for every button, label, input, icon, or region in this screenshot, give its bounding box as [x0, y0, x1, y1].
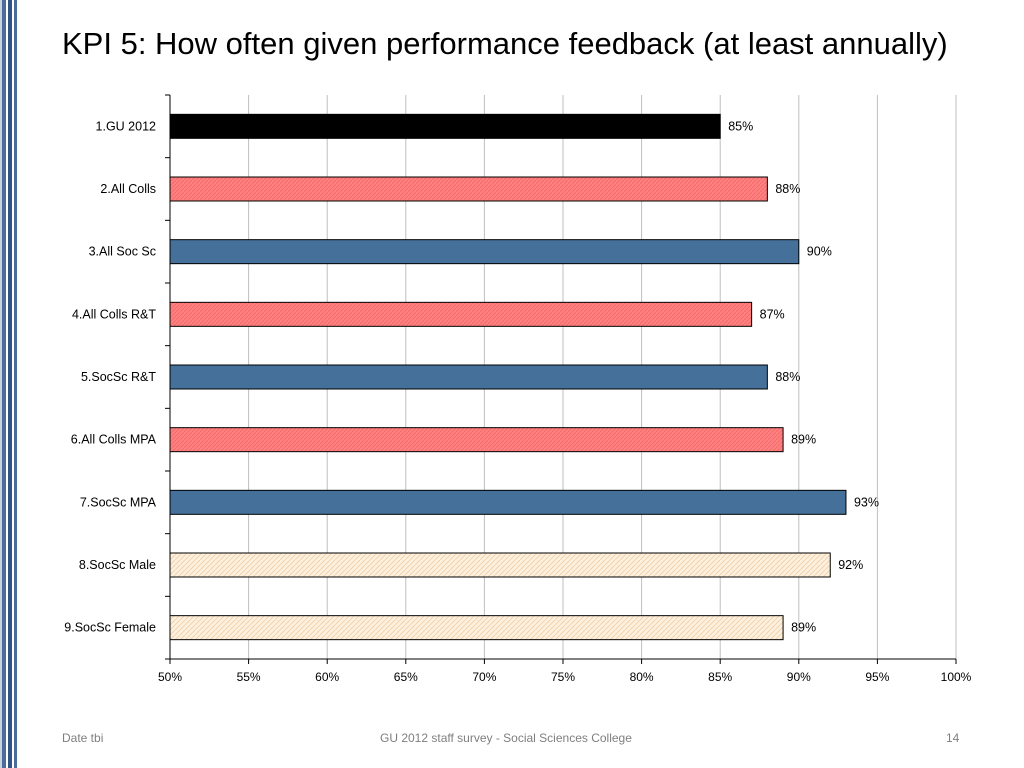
category-label: 9.SocSc Female [64, 621, 156, 635]
x-tick-label: 55% [237, 670, 261, 684]
category-label: 3.All Soc Sc [89, 245, 156, 259]
value-label: 90% [807, 245, 832, 259]
value-label: 89% [791, 621, 816, 635]
page-number: 14 [946, 731, 960, 745]
value-label: 87% [760, 307, 785, 321]
bar [169, 239, 800, 265]
bar [169, 364, 768, 390]
slide-title: KPI 5: How often given performance feedb… [62, 26, 948, 61]
bar [169, 176, 768, 202]
x-tick-label: 50% [158, 670, 182, 684]
x-tick-label: 85% [708, 670, 732, 684]
footer-date: Date tbi [62, 731, 104, 745]
footer-source: GU 2012 staff survey - Social Sciences C… [380, 731, 632, 745]
bar [169, 489, 847, 515]
slide-left-border [0, 0, 18, 768]
category-label: 5.SocSc R&T [81, 370, 156, 384]
category-label: 8.SocSc Male [79, 558, 156, 572]
category-label: 6.All Colls MPA [71, 433, 157, 447]
x-tick-label: 80% [630, 670, 654, 684]
value-label: 88% [775, 182, 800, 196]
value-label: 93% [854, 495, 879, 509]
x-tick-label: 95% [865, 670, 889, 684]
bar [169, 552, 831, 578]
value-label: 88% [775, 370, 800, 384]
value-label: 89% [791, 433, 816, 447]
value-label: 92% [838, 558, 863, 572]
bars-layer [169, 113, 847, 641]
bar [169, 301, 753, 327]
x-tick-label: 65% [394, 670, 418, 684]
x-tick-label: 60% [315, 670, 339, 684]
labels-layer: 1.GU 2012 85% 2.All Colls 88% 3.All Soc Sc 90… [64, 119, 879, 634]
x-tick-label: 100% [941, 670, 972, 684]
category-label: 1.GU 2012 [96, 119, 157, 133]
value-label: 85% [728, 119, 753, 133]
x-tick-label: 90% [787, 670, 811, 684]
bar [169, 615, 784, 641]
bar [169, 427, 784, 453]
category-label: 2.All Colls [100, 182, 156, 196]
category-label: 4.All Colls R&T [72, 307, 156, 321]
x-tick-label: 75% [551, 670, 575, 684]
x-tick-label: 70% [472, 670, 496, 684]
axis-layer: 50% 55% 60% 65% 70% 75% 80% 85% 90% 95% 100% [158, 94, 972, 684]
category-label: 7.SocSc MPA [80, 495, 157, 509]
bar [169, 113, 721, 139]
